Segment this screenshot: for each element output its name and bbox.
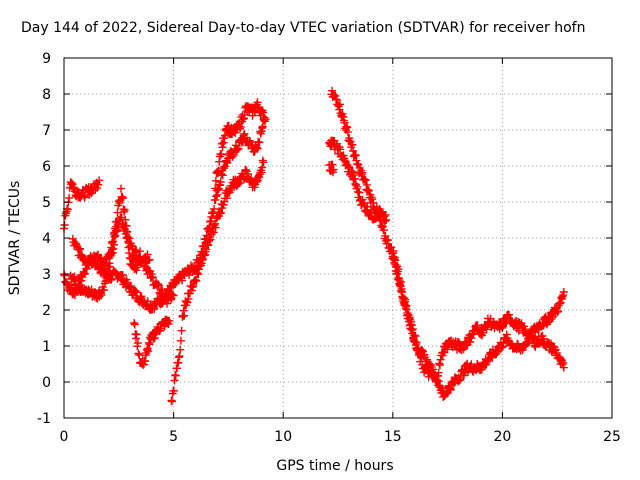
y-tick-label: 9: [42, 51, 51, 67]
y-tick-label: 7: [42, 123, 51, 139]
sdtvar-track: [388, 247, 568, 385]
sdtvar-track: [325, 136, 391, 225]
y-axis-tick-labels: -1 0 1 2 3 4 5 6 7 8 9: [37, 51, 51, 427]
x-axis-label: GPS time / hours: [276, 458, 393, 474]
y-tick-label: 4: [42, 231, 51, 247]
x-tick-label: 20: [493, 429, 511, 445]
y-tick-label: 1: [42, 339, 51, 355]
sdtvar-track: [130, 315, 174, 369]
y-tick-label: 0: [42, 375, 51, 391]
sdtvar-track: [327, 86, 568, 401]
x-tick-label: 10: [274, 429, 292, 445]
y-tick-label: 6: [42, 159, 51, 175]
y-tick-label: 2: [42, 303, 51, 319]
x-tick-label: 25: [603, 429, 621, 445]
chart-title: Day 144 of 2022, Sidereal Day-to-day VTE…: [21, 20, 585, 36]
x-tick-label: 5: [169, 429, 178, 445]
x-tick-label: 0: [60, 429, 69, 445]
sdtvar-track: [60, 176, 104, 233]
sdtvar-series: [60, 86, 568, 406]
x-axis-tick-labels: 0 5 10 15 20 25: [60, 429, 621, 445]
sdtvar-track: [167, 156, 268, 406]
y-tick-label: 8: [42, 87, 51, 103]
sdtvar-track: [325, 160, 338, 177]
sdtvar-track: [68, 184, 154, 275]
sdtvar-track: [60, 115, 268, 314]
x-tick-label: 15: [384, 429, 402, 445]
axis-ticks: [63, 57, 613, 419]
y-tick-label: 5: [42, 195, 51, 211]
sdtvar-track: [211, 98, 270, 193]
y-tick-label: -1: [37, 411, 51, 427]
y-axis-label: SDTVAR / TECUs: [7, 181, 23, 296]
y-tick-label: 3: [42, 267, 51, 283]
